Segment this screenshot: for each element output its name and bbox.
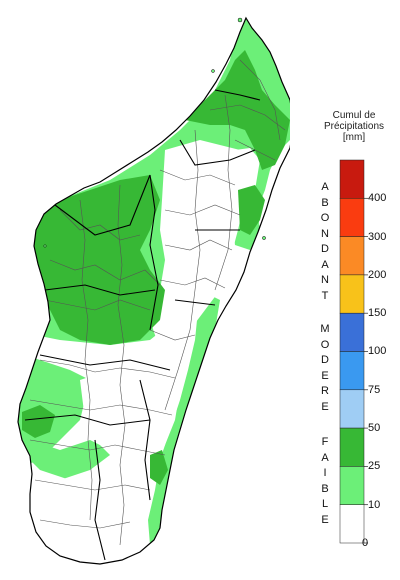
zone-white-south (25, 360, 180, 560)
region-borders (24, 89, 261, 561)
legend-category-letter: D (321, 354, 329, 366)
legend-swatch-0-10 (339, 504, 365, 544)
legend-category-letter: N (321, 274, 329, 286)
legend-title-line: Cumul de (332, 110, 376, 121)
legend-category-letter: A (321, 258, 329, 271)
zone-green-northwest (30, 175, 165, 345)
legend-category-letter: T (321, 289, 329, 302)
legend-category-letter: F (321, 436, 329, 448)
offshore-islets (43, 17, 266, 248)
legend-category-letter: L (321, 498, 329, 510)
zone-green-southwest-spot (22, 405, 55, 438)
legend-color-bar (339, 159, 368, 544)
legend-title-line: Précipitations (323, 121, 385, 132)
legend-tick-25: 25 (368, 460, 381, 472)
legend-tick-75: 75 (368, 384, 381, 396)
legend-swatch-100-150 (339, 312, 365, 352)
legend-tick-200: 200 (368, 269, 387, 281)
zone-white-northeast (232, 148, 260, 195)
legend-category-letter: B (321, 482, 329, 495)
zone-green-northeast-coast (238, 185, 265, 235)
legend-category-letter: N (321, 227, 329, 240)
legend-swatch-200-300 (339, 236, 365, 276)
legend-tick-100: 100 (368, 345, 387, 357)
legend-tick-150: 150 (368, 307, 387, 319)
legend-swatch-25-50 (339, 427, 365, 467)
legend-swatch-above-400 (339, 159, 365, 199)
legend-category-letter: D (321, 243, 329, 255)
legend-swatch-50-75 (339, 389, 365, 429)
legend-category-letter: I (323, 467, 327, 479)
legend-category-letter: E (321, 369, 329, 382)
legend-title: Cumul de Précipitations [mm] (300, 110, 400, 143)
legend-category-letter: E (321, 513, 329, 526)
legend-category-letter: O (320, 212, 330, 224)
rainfall-map (17, 17, 290, 565)
legend-swatch-10-25 (339, 466, 365, 505)
legend-category-letter: M (320, 323, 330, 335)
zone-green-south-spot (150, 450, 168, 485)
legend-category-letter: A (321, 181, 329, 193)
district-borders (29, 59, 286, 546)
zone-green-north (185, 50, 290, 170)
legend-swatch-75-100 (339, 351, 365, 391)
legend-category-letter: B (321, 196, 329, 209)
legend-category-letter: R (321, 385, 329, 397)
legend-category-letter: E (321, 400, 329, 413)
legend-title-line: [mm] (342, 132, 366, 143)
legend-category-letter: O (320, 338, 330, 351)
legend-swatch-150-200 (339, 274, 365, 314)
legend-tick-400: 400 (368, 192, 387, 204)
legend-tick-0: 0 (362, 537, 369, 549)
legend-tick-300: 300 (368, 231, 387, 243)
zone-white-center (150, 140, 255, 370)
legend-category-letter: A (321, 451, 329, 464)
legend-tick-10: 10 (368, 499, 381, 511)
legend-tick-50: 50 (368, 422, 381, 434)
legend-swatch-300-400 (339, 198, 365, 237)
